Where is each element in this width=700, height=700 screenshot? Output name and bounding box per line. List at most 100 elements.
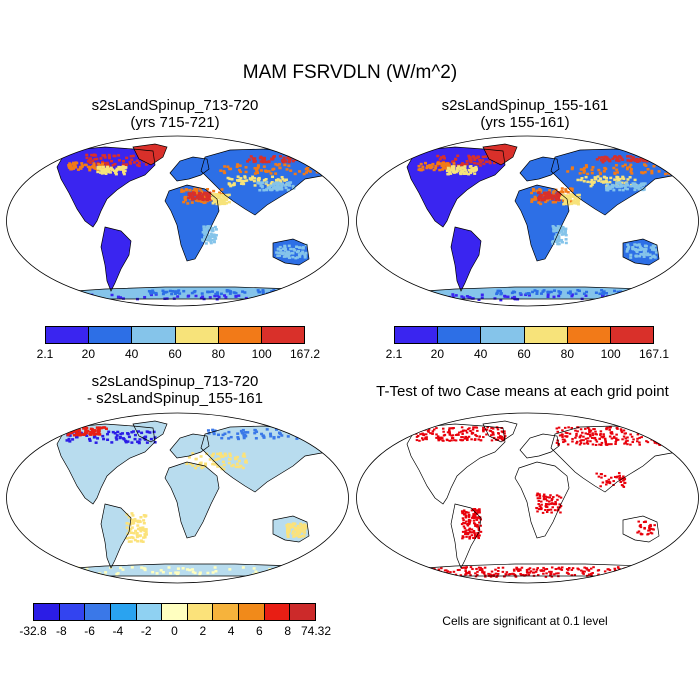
coastline-europe	[519, 156, 560, 182]
colorbar-segment	[136, 604, 163, 620]
panel-1-title: s2sLandSpinup_713-720 (yrs 715-721)	[25, 97, 325, 131]
landmass-europe	[170, 434, 209, 458]
map-border	[6, 412, 349, 584]
coastline-greenland	[482, 143, 518, 166]
landmass-asia	[201, 426, 337, 492]
panel-3-title-line2: - s2sLandSpinup_155-161	[87, 390, 263, 407]
panel-3-title: s2sLandSpinup_713-720 - s2sLandSpinup_15…	[25, 373, 325, 407]
map-panel-case2	[356, 135, 699, 307]
colorbar-tick-label: 167.2	[289, 347, 321, 361]
map-border	[6, 135, 349, 307]
landmass-asia	[201, 149, 337, 215]
colorbar-segment	[46, 327, 90, 343]
landmass-asia	[551, 426, 687, 492]
colorbar-tick-label: 80	[211, 347, 226, 361]
colorbar-segment	[162, 604, 188, 620]
colorbar-segment	[85, 604, 111, 620]
map-panel-difference	[6, 412, 349, 584]
colorbar-tick-label: 60	[168, 347, 182, 361]
coastline-greenland	[132, 143, 168, 166]
coastline-australia	[622, 238, 660, 266]
map-panel-case1	[6, 135, 349, 307]
coastline-africa	[164, 461, 220, 539]
colorbar-case2	[394, 326, 654, 344]
coastline-europe	[169, 433, 210, 459]
coastline-samerica	[450, 226, 482, 292]
coastline-namerica	[56, 146, 156, 228]
colorbar-tick-label: 100	[251, 347, 272, 361]
colorbar-segment	[290, 604, 316, 620]
colorbar-segment	[213, 604, 240, 620]
figure-title: MAM FSRVDLN (W/m^2)	[242, 62, 458, 83]
colorbar-tick-label: 100	[600, 347, 621, 361]
coastline-samerica	[450, 503, 482, 569]
coastline-greenland	[132, 420, 168, 443]
colorbar-segment	[261, 327, 305, 343]
landmass-europe	[170, 157, 209, 181]
colorbar-segment	[438, 327, 482, 343]
landmass-antarctica	[25, 564, 335, 576]
panel-3-title-line1: s2sLandSpinup_713-720	[91, 373, 259, 390]
colorbar-tick-label: -32.8	[19, 624, 47, 638]
panel-2-title: s2sLandSpinup_155-161 (yrs 155-161)	[375, 97, 675, 131]
coastline-europe	[169, 156, 210, 182]
coastline-asia	[550, 425, 688, 493]
colorbar-segment	[395, 327, 439, 343]
coastline-samerica	[100, 503, 132, 569]
significance-note: Cells are significant at 0.1 level	[442, 614, 608, 628]
coastline-africa	[164, 184, 220, 262]
coastline-namerica	[406, 423, 506, 505]
coastline-australia	[272, 515, 310, 543]
landmass-africa	[165, 462, 219, 538]
colorbar-segment	[610, 327, 654, 343]
colorbar-segment	[110, 604, 137, 620]
coastline-asia	[200, 148, 338, 216]
colorbar-tick-label: -6	[84, 624, 95, 638]
colorbar-tick-label: 40	[124, 347, 139, 361]
landmass-samerica	[101, 227, 131, 291]
landmass-namerica	[57, 424, 155, 504]
landmass-australia	[273, 516, 309, 542]
colorbar-segment	[239, 604, 265, 620]
colorbar-segment	[59, 604, 86, 620]
coastline-australia	[272, 238, 310, 266]
colorbar-tick-label: 6	[256, 624, 263, 638]
colorbar-tick-label: -2	[140, 624, 152, 638]
panel-2-title-line1: s2sLandSpinup_155-161	[441, 97, 609, 114]
colorbar-segment	[264, 604, 291, 620]
colorbar-tick-label: 40	[473, 347, 488, 361]
panel-1-title-line2: (yrs 715-721)	[130, 114, 220, 131]
panel-4-title: T-Test of two Case means at each grid po…	[345, 383, 700, 400]
colorbar-tick-label: 2.1	[385, 347, 403, 361]
colorbar-segment	[524, 327, 568, 343]
coastline-asia	[200, 425, 338, 493]
map-panel-ttest	[356, 412, 699, 584]
coastline-namerica	[56, 423, 156, 505]
coastline-asia	[550, 148, 688, 216]
coastline-namerica	[406, 146, 506, 228]
colorbar-segment	[175, 327, 219, 343]
landmass-europe	[520, 157, 559, 181]
colorbar-segment	[34, 604, 60, 620]
colorbar-tick-label: -4	[112, 624, 124, 638]
colorbar-tick-label: 60	[517, 347, 531, 361]
landmass-australia	[623, 516, 659, 542]
colorbar-tick-label: 0	[171, 624, 178, 638]
coastline-samerica	[100, 226, 132, 292]
coastline-africa	[514, 184, 570, 262]
landmass-europe	[520, 434, 559, 458]
colorbar-difference	[33, 603, 316, 621]
colorbar-tick-label: 2	[199, 624, 207, 638]
colorbar-tick-label: 20	[81, 347, 96, 361]
panel-1-title-line1: s2sLandSpinup_713-720	[91, 97, 259, 114]
colorbar-tick-label: -8	[55, 624, 67, 638]
coastline-europe	[519, 433, 560, 459]
coastline-australia	[622, 515, 660, 543]
landmass-samerica	[101, 504, 131, 568]
panel-2-title-line2: (yrs 155-161)	[480, 114, 570, 131]
colorbar-tick-label: 8	[284, 624, 292, 638]
colorbar-segment	[132, 327, 176, 343]
landmass-samerica	[451, 227, 481, 291]
coastline-africa	[514, 461, 570, 539]
colorbar-tick-label: 80	[560, 347, 575, 361]
